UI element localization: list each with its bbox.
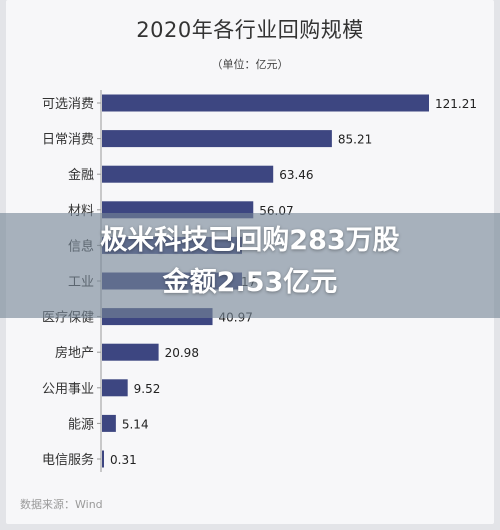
- category-label: 可选消费: [42, 97, 94, 112]
- category-label: 公用事业: [42, 382, 94, 397]
- category-label: 金融: [68, 167, 94, 183]
- bar: [102, 379, 128, 397]
- chart-title: 2020年各行业回购规模: [136, 18, 364, 42]
- value-label: 20.98: [165, 346, 199, 360]
- value-label: 121.21: [435, 97, 477, 111]
- category-label: 日常消费: [42, 133, 94, 148]
- headline-line-1: 极米科技已回购283万股: [100, 225, 400, 256]
- category-label: 房地产: [55, 345, 94, 361]
- bar: [102, 343, 159, 361]
- category-label: 能源: [68, 417, 94, 432]
- bar: [102, 94, 429, 112]
- value-label: 9.52: [134, 382, 161, 396]
- bar: [102, 165, 274, 183]
- bar: [102, 130, 332, 148]
- data-source: 数据来源：Wind: [20, 498, 103, 511]
- headline: 极米科技已回购283万股 金额2.53亿元: [0, 220, 500, 304]
- category-label: 电信服务: [42, 452, 94, 468]
- value-label: 85.21: [338, 133, 372, 147]
- value-label: 5.14: [122, 417, 149, 431]
- value-label: 0.31: [110, 453, 137, 467]
- bar: [102, 414, 116, 432]
- headline-line-2: 金额2.53亿元: [162, 267, 338, 298]
- headline-banner: [0, 213, 500, 318]
- value-label: 63.46: [279, 168, 313, 182]
- bar: [102, 450, 104, 468]
- chart-subtitle: （单位：亿元）: [211, 58, 289, 71]
